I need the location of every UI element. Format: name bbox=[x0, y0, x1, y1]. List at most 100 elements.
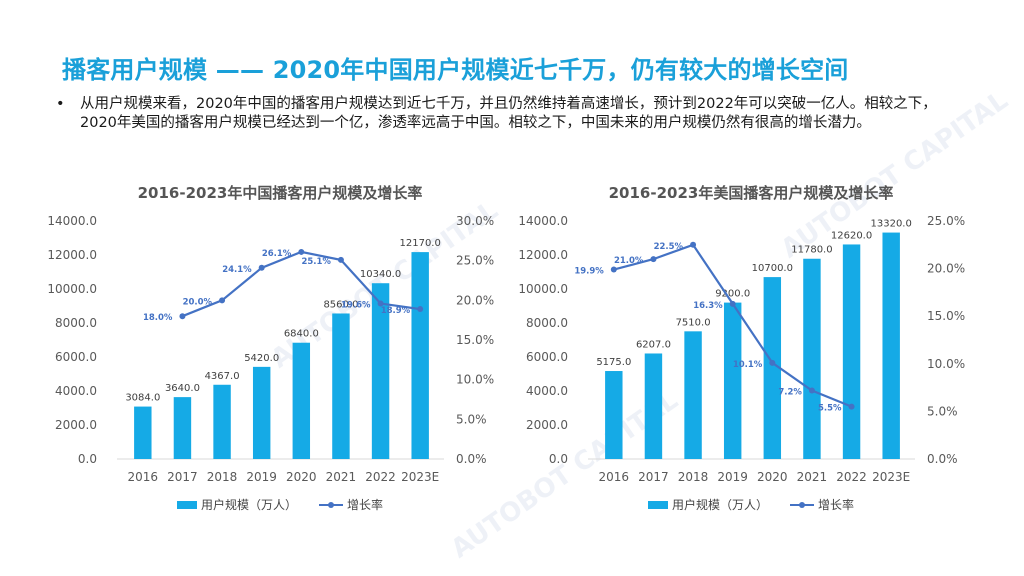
bar bbox=[371, 283, 390, 459]
growth-rate-point bbox=[690, 241, 697, 248]
growth-rate-point bbox=[417, 306, 424, 313]
growth-rate-label: 7.2% bbox=[778, 387, 802, 397]
growth-rate-point bbox=[219, 297, 226, 304]
growth-rate-point bbox=[258, 264, 265, 271]
legend-item-bar: 用户规模（万人） bbox=[176, 496, 297, 513]
legend-label: 用户规模（万人） bbox=[671, 498, 768, 512]
y-left-tick-label: 0.0 bbox=[549, 452, 568, 466]
bar-value-label: 5175.0 bbox=[596, 357, 631, 368]
y-left-tick-label: 2000.0 bbox=[55, 418, 97, 432]
x-tick-label: 2022 bbox=[365, 470, 396, 484]
growth-rate-point bbox=[729, 300, 736, 307]
bar bbox=[173, 397, 192, 459]
bar bbox=[882, 232, 900, 459]
bar bbox=[763, 277, 782, 459]
bar bbox=[644, 353, 663, 459]
summary-bullet: • 从用户规模来看，2020年中国的播客用户规模达到近七千万，并且仍然维持着高速… bbox=[56, 95, 956, 133]
bar-value-label: 4367.0 bbox=[205, 371, 240, 382]
bar-value-label: 13320.0 bbox=[871, 219, 912, 230]
y-right-tick-label: 0.0% bbox=[927, 452, 958, 466]
y-left-tick-label: 8000.0 bbox=[526, 316, 568, 330]
x-tick-label: 2016 bbox=[128, 470, 159, 484]
bar-value-label: 11780.0 bbox=[791, 245, 832, 256]
growth-rate-label: 19.6% bbox=[341, 301, 371, 311]
summary-text: 从用户规模来看，2020年中国的播客用户规模达到近七千万，并且仍然维持着高速增长… bbox=[80, 96, 937, 131]
y-left-tick-label: 6000.0 bbox=[55, 350, 97, 364]
growth-rate-label: 25.1% bbox=[301, 257, 331, 267]
bar bbox=[332, 313, 350, 459]
chart-us: 2016-2023年美国播客用户规模及增长率 0.0 2000.0 4000.0 60… bbox=[516, 175, 986, 520]
growth-rate-label: 16.3% bbox=[693, 301, 723, 311]
bar bbox=[684, 331, 702, 459]
x-tick-label: 2016 bbox=[599, 470, 630, 484]
x-tick-label: 2018 bbox=[207, 470, 238, 484]
bar-value-label: 10700.0 bbox=[752, 263, 793, 274]
legend-item-line: 增长率 bbox=[319, 496, 383, 513]
y-right-tick-label: 10.0% bbox=[927, 357, 965, 371]
growth-rate-label: 26.1% bbox=[262, 249, 292, 259]
y-left-tick-label: 6000.0 bbox=[526, 350, 568, 364]
y-right-tick-label: 30.0% bbox=[456, 214, 494, 228]
y-right-tick-label: 15.0% bbox=[456, 333, 494, 347]
bar bbox=[842, 244, 861, 459]
y-right-tick-label: 5.0% bbox=[456, 412, 487, 426]
legend-swatch-line bbox=[319, 500, 343, 510]
bar bbox=[803, 258, 821, 459]
y-left-tick-label: 10000.0 bbox=[518, 282, 568, 296]
growth-rate-point bbox=[808, 387, 815, 394]
legend-item-bar: 用户规模（万人） bbox=[647, 496, 768, 513]
page-title: 播客用户规模 —— 2020年中国用户规模近七千万，仍有较大的增长空间 bbox=[62, 56, 849, 84]
chart-title: 2016-2023年美国播客用户规模及增长率 bbox=[608, 184, 894, 202]
growth-rate-label: 18.9% bbox=[381, 306, 411, 316]
y-left-tick-label: 10000.0 bbox=[47, 282, 97, 296]
x-tick-label: 2023E bbox=[872, 470, 910, 484]
x-tick-label: 2023E bbox=[401, 470, 439, 484]
x-tick-label: 2017 bbox=[638, 470, 669, 484]
y-right-tick-label: 25.0% bbox=[456, 254, 494, 268]
bar bbox=[134, 406, 152, 459]
y-left-tick-label: 12000.0 bbox=[518, 248, 568, 262]
legend-label: 增长率 bbox=[347, 498, 384, 512]
bar-value-label: 6207.0 bbox=[636, 339, 671, 350]
y-left-tick-label: 4000.0 bbox=[55, 384, 97, 398]
bar bbox=[213, 384, 231, 459]
bar bbox=[605, 371, 623, 459]
y-left-tick-label: 4000.0 bbox=[526, 384, 568, 398]
growth-rate-label: 21.0% bbox=[614, 256, 644, 266]
growth-rate-point bbox=[298, 248, 305, 255]
x-tick-label: 2020 bbox=[757, 470, 788, 484]
growth-rate-point bbox=[610, 266, 617, 273]
growth-rate-point bbox=[848, 403, 855, 410]
growth-rate-point bbox=[769, 359, 776, 366]
y-left-tick-label: 14000.0 bbox=[518, 214, 568, 228]
bar-value-label: 12170.0 bbox=[400, 238, 441, 249]
chart-title: 2016-2023年中国播客用户规模及增长率 bbox=[137, 184, 423, 202]
growth-rate-label: 20.0% bbox=[183, 297, 213, 307]
bar-value-label: 5420.0 bbox=[244, 353, 279, 364]
y-left-tick-label: 2000.0 bbox=[526, 418, 568, 432]
bar-value-label: 9200.0 bbox=[715, 289, 750, 300]
legend-swatch-bar bbox=[176, 500, 197, 509]
chart-legend: 用户规模（万人） 增长率 bbox=[516, 496, 986, 513]
legend-label: 增长率 bbox=[818, 498, 855, 512]
legend-label: 用户规模（万人） bbox=[200, 498, 297, 512]
x-tick-label: 2020 bbox=[286, 470, 317, 484]
legend-swatch-bar bbox=[647, 500, 668, 509]
bar bbox=[723, 302, 742, 459]
growth-rate-label: 10.1% bbox=[733, 360, 763, 370]
growth-rate-label: 18.0% bbox=[143, 313, 173, 323]
y-right-tick-label: 20.0% bbox=[456, 293, 494, 307]
growth-rate-point bbox=[650, 256, 657, 263]
growth-rate-label: 19.9% bbox=[574, 267, 604, 277]
chart-plot: 0.0 2000.0 4000.0 6000.0 8000.0 10000.0 12000.… bbox=[47, 214, 494, 484]
bar-value-label: 8560.0 bbox=[323, 299, 358, 310]
x-tick-label: 2019 bbox=[717, 470, 748, 484]
y-right-tick-label: 5.0% bbox=[927, 404, 958, 418]
bar-value-label: 3640.0 bbox=[165, 383, 200, 394]
legend-swatch-line bbox=[790, 500, 814, 510]
x-tick-label: 2022 bbox=[836, 470, 867, 484]
growth-rate-label: 24.1% bbox=[222, 265, 252, 275]
y-left-tick-label: 0.0 bbox=[78, 452, 97, 466]
y-right-tick-label: 20.0% bbox=[927, 262, 965, 276]
growth-rate-point bbox=[179, 313, 186, 320]
